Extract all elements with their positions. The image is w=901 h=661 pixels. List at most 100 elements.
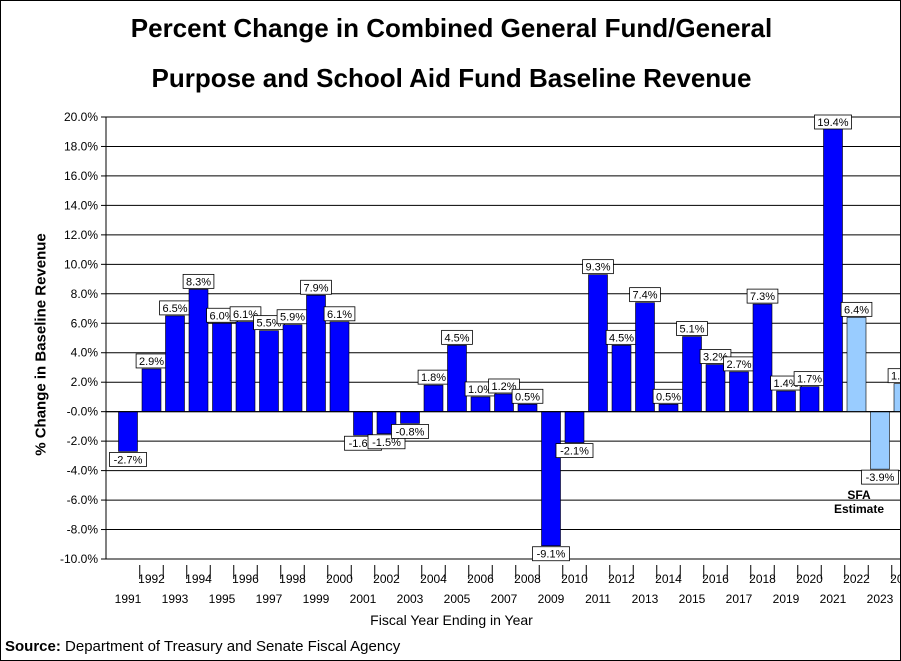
bar	[118, 411, 138, 452]
bar	[282, 324, 303, 412]
bar	[752, 303, 773, 412]
data-label: 5.5%	[256, 318, 281, 330]
bar	[259, 330, 279, 412]
x-tick-label: 2019	[773, 592, 800, 606]
x-tick-label: 1994	[185, 572, 212, 586]
y-tick-label: 16.0%	[64, 169, 98, 183]
bar	[470, 396, 491, 412]
data-label-box	[746, 288, 779, 304]
y-tick-label: -4.0%	[67, 464, 99, 478]
x-tick-label: 2012	[608, 572, 635, 586]
data-label-box	[300, 279, 332, 295]
y-tick-label: 4.0%	[71, 346, 99, 360]
bar	[588, 274, 608, 412]
data-label: 1.0%	[468, 384, 493, 396]
chart-title-line2: Purpose and School Aid Fund Baseline Rev…	[151, 63, 752, 93]
data-label: 2.7%	[726, 359, 751, 371]
annotation-line1: SFA	[847, 488, 871, 502]
data-label: 6.1%	[327, 309, 352, 321]
y-tick-label: 2.0%	[71, 375, 99, 389]
bar	[870, 411, 890, 470]
data-label-box	[532, 546, 570, 562]
data-label: 9.3%	[585, 262, 610, 274]
data-label: 6.5%	[162, 303, 187, 315]
x-tick-label: 1991	[115, 592, 142, 606]
bar	[564, 411, 585, 443]
bar	[846, 317, 867, 412]
x-tick-label: 2002	[373, 572, 400, 586]
source-text: Department of Treasury and Senate Fiscal…	[60, 638, 401, 655]
x-axis-label: Fiscal Year Ending in Year	[370, 612, 533, 628]
data-label: -9.1%	[537, 549, 566, 561]
bar	[893, 383, 900, 412]
bar	[541, 411, 561, 547]
data-label-box	[511, 388, 544, 404]
x-tick-label: 2011	[585, 592, 611, 606]
x-tick-label: 2005	[444, 592, 471, 606]
x-tick-label: 2007	[491, 592, 518, 606]
data-label: 5.1%	[679, 324, 704, 336]
data-label-box	[323, 306, 356, 322]
y-tick-label: 6.0%	[71, 316, 99, 330]
x-tick-label: 1995	[209, 592, 236, 606]
data-label-box	[182, 273, 215, 289]
data-label-box	[676, 321, 708, 336]
data-label-box	[840, 301, 873, 317]
data-label-box	[441, 329, 473, 345]
bar	[353, 411, 373, 436]
y-tick-label: 10.0%	[64, 257, 98, 271]
x-tick-label: 2001	[350, 592, 377, 606]
data-label: 1.9%	[891, 371, 901, 383]
bar	[165, 315, 185, 412]
data-label: 2.9%	[139, 356, 164, 368]
x-tick-label: 2024	[890, 572, 901, 586]
x-tick-label: 2006	[467, 572, 494, 586]
data-label: 1.2%	[491, 381, 516, 393]
x-tick-label: 1996	[232, 572, 259, 586]
data-label: 7.9%	[303, 282, 328, 294]
bar	[682, 336, 702, 412]
annotation-line2: Estimate	[833, 502, 885, 516]
x-tick-label: 2014	[655, 572, 682, 586]
x-tick-label: 1993	[162, 592, 189, 606]
y-tick-label: 18.0%	[64, 139, 98, 153]
data-label: 1.8%	[421, 372, 446, 384]
y-tick-label: -8.0%	[67, 523, 99, 537]
bar	[306, 294, 326, 412]
bar	[400, 411, 420, 424]
y-tick-label: -6.0%	[67, 493, 99, 507]
x-tick-label: 2018	[749, 572, 776, 586]
bar	[235, 321, 256, 412]
data-label: 7.3%	[750, 291, 775, 303]
bar	[799, 386, 820, 412]
data-label: -2.7%	[114, 454, 143, 466]
bar	[329, 321, 350, 412]
bar	[494, 393, 514, 412]
data-label: -1.5%	[372, 437, 401, 449]
bar	[188, 289, 209, 412]
y-tick-label: -0.0%	[67, 405, 99, 419]
bar	[423, 384, 444, 412]
data-label-box	[814, 114, 852, 130]
x-tick-label: 1997	[256, 592, 283, 606]
x-tick-label: 2013	[632, 592, 659, 606]
source-label: Source:	[5, 638, 61, 655]
data-label: 6.4%	[844, 304, 869, 316]
data-label: -0.8%	[396, 426, 425, 438]
bar	[776, 390, 796, 412]
bar	[517, 403, 538, 412]
x-tick-label: 1998	[279, 572, 306, 586]
x-tick-label: 2020	[796, 572, 823, 586]
data-label: 3.2%	[703, 352, 728, 364]
data-label-box	[582, 259, 614, 275]
bar	[611, 345, 632, 412]
data-label: 1.7%	[797, 374, 822, 386]
y-tick-label: 12.0%	[64, 228, 98, 242]
x-tick-label: 2021	[820, 592, 847, 606]
data-label: 8.3%	[186, 276, 211, 288]
x-tick-label: 2004	[420, 572, 447, 586]
x-tick-label: 2009	[538, 592, 565, 606]
data-label: -3.9%	[866, 472, 895, 484]
